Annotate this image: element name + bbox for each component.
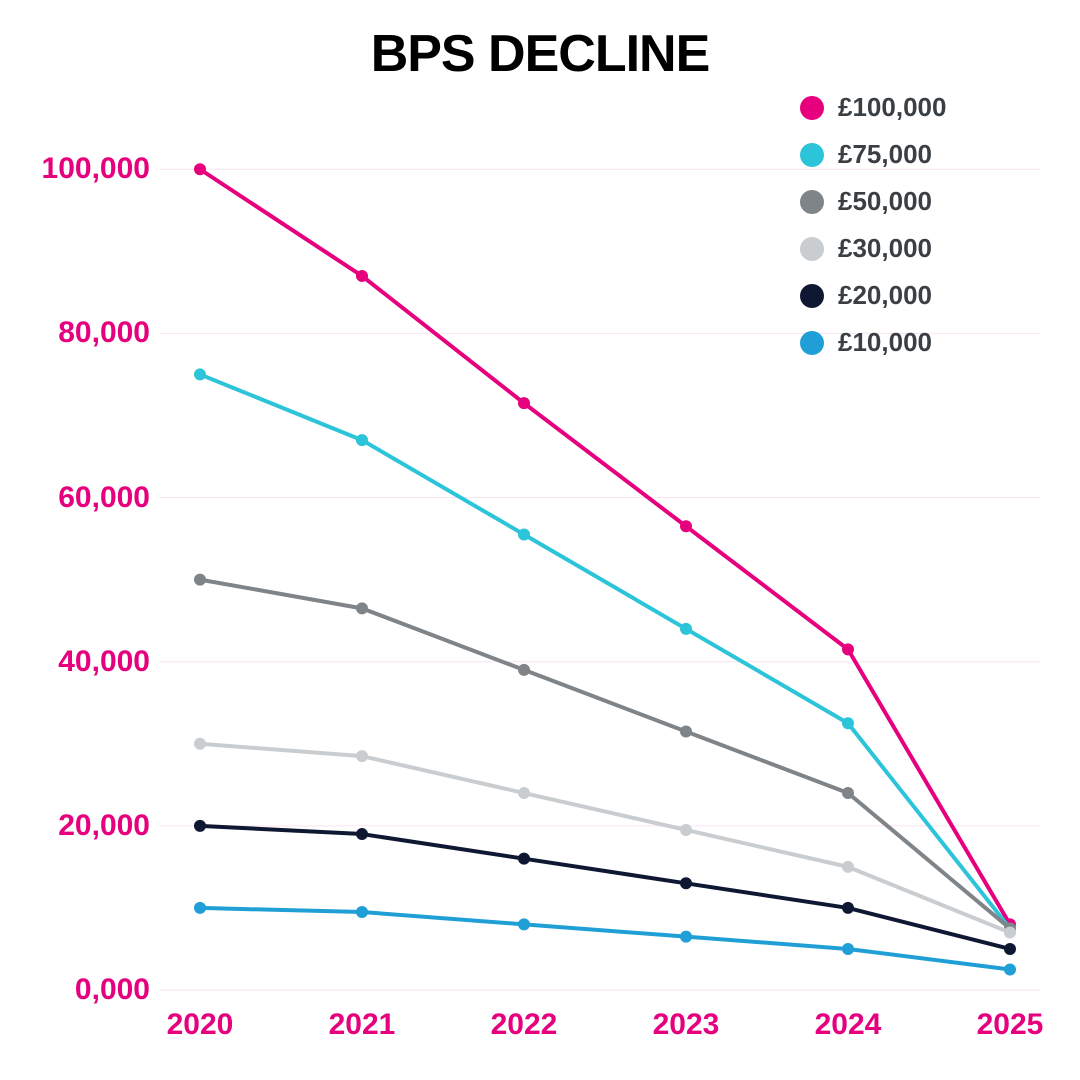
legend-item: £20,000 xyxy=(800,280,946,311)
legend-dot-icon xyxy=(800,331,824,355)
x-tick-label: 2022 xyxy=(464,1008,584,1042)
y-tick-label: 60,000 xyxy=(0,481,150,515)
legend-label: £20,000 xyxy=(838,280,932,311)
legend-item: £75,000 xyxy=(800,139,946,170)
y-tick-label: 20,000 xyxy=(0,809,150,843)
legend-dot-icon xyxy=(800,284,824,308)
y-tick-label: 80,000 xyxy=(0,316,150,350)
legend-dot-icon xyxy=(800,237,824,261)
legend-item: £30,000 xyxy=(800,233,946,264)
y-tick-label: 0,000 xyxy=(0,973,150,1007)
legend-dot-icon xyxy=(800,143,824,167)
legend-dot-icon xyxy=(800,190,824,214)
x-tick-label: 2023 xyxy=(626,1008,746,1042)
x-tick-label: 2021 xyxy=(302,1008,422,1042)
x-tick-label: 2020 xyxy=(140,1008,260,1042)
legend-label: £30,000 xyxy=(838,233,932,264)
legend-label: £100,000 xyxy=(838,92,946,123)
x-tick-label: 2025 xyxy=(950,1008,1070,1042)
legend-item: £100,000 xyxy=(800,92,946,123)
bps-decline-chart: BPS DECLINE £100,000£75,000£50,000£30,00… xyxy=(0,0,1080,1080)
legend: £100,000 £75,000 £50,000 £30,000 £20,000 £10,… xyxy=(800,92,946,374)
x-tick-label: 2024 xyxy=(788,1008,908,1042)
legend-label: £75,000 xyxy=(838,139,932,170)
legend-label: £50,000 xyxy=(838,186,932,217)
legend-label: £10,000 xyxy=(838,327,932,358)
y-tick-label: 100,000 xyxy=(0,152,150,186)
y-tick-label: 40,000 xyxy=(0,645,150,679)
legend-dot-icon xyxy=(800,96,824,120)
legend-item: £10,000 xyxy=(800,327,946,358)
legend-item: £50,000 xyxy=(800,186,946,217)
